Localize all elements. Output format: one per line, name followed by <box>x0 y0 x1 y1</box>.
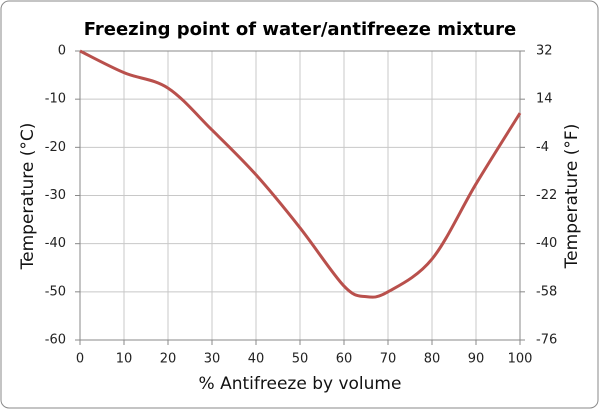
chart-title: Freezing point of water/antifreeze mixtu… <box>84 19 517 40</box>
x-tick-label: 0 <box>76 352 84 367</box>
x-tick-label: 50 <box>292 352 309 367</box>
x-tick-label: 60 <box>336 352 353 367</box>
y-tick-label: 0 <box>58 44 66 59</box>
x-tick-label: 90 <box>468 352 485 367</box>
y2-tick-label: -40 <box>536 236 557 251</box>
y2-tick-label: -4 <box>536 140 549 155</box>
y2-tick-label: 32 <box>536 44 553 59</box>
y-tick-label: -10 <box>45 92 66 107</box>
y2-tick-label: -76 <box>536 333 557 348</box>
y-tick-label: -20 <box>45 140 66 155</box>
y-tick-label: -40 <box>45 236 66 251</box>
y2-tick-label: -58 <box>536 284 557 299</box>
x-tick-label: 10 <box>116 352 133 367</box>
data-line <box>79 49 522 299</box>
x-tick-label: 80 <box>424 352 441 367</box>
y2-axis-title: Temperature (°F) <box>562 124 582 270</box>
y2-tick-label: -22 <box>536 188 557 203</box>
x-tick-label: 20 <box>160 352 177 367</box>
x-tick-label: 70 <box>380 352 397 367</box>
x-axis-title: % Antifreeze by volume <box>199 374 402 394</box>
y2-tick-label: 14 <box>536 92 553 107</box>
y-tick-label: -60 <box>45 333 66 348</box>
x-tick-label: 40 <box>248 352 265 367</box>
y-tick-label: -50 <box>45 284 66 299</box>
plot-border <box>79 50 521 341</box>
y-tick-label: -30 <box>45 188 66 203</box>
x-tick-label: 30 <box>204 352 221 367</box>
y-axis-title: Temperature (°C) <box>18 123 38 271</box>
x-tick-label: 100 <box>508 352 533 367</box>
